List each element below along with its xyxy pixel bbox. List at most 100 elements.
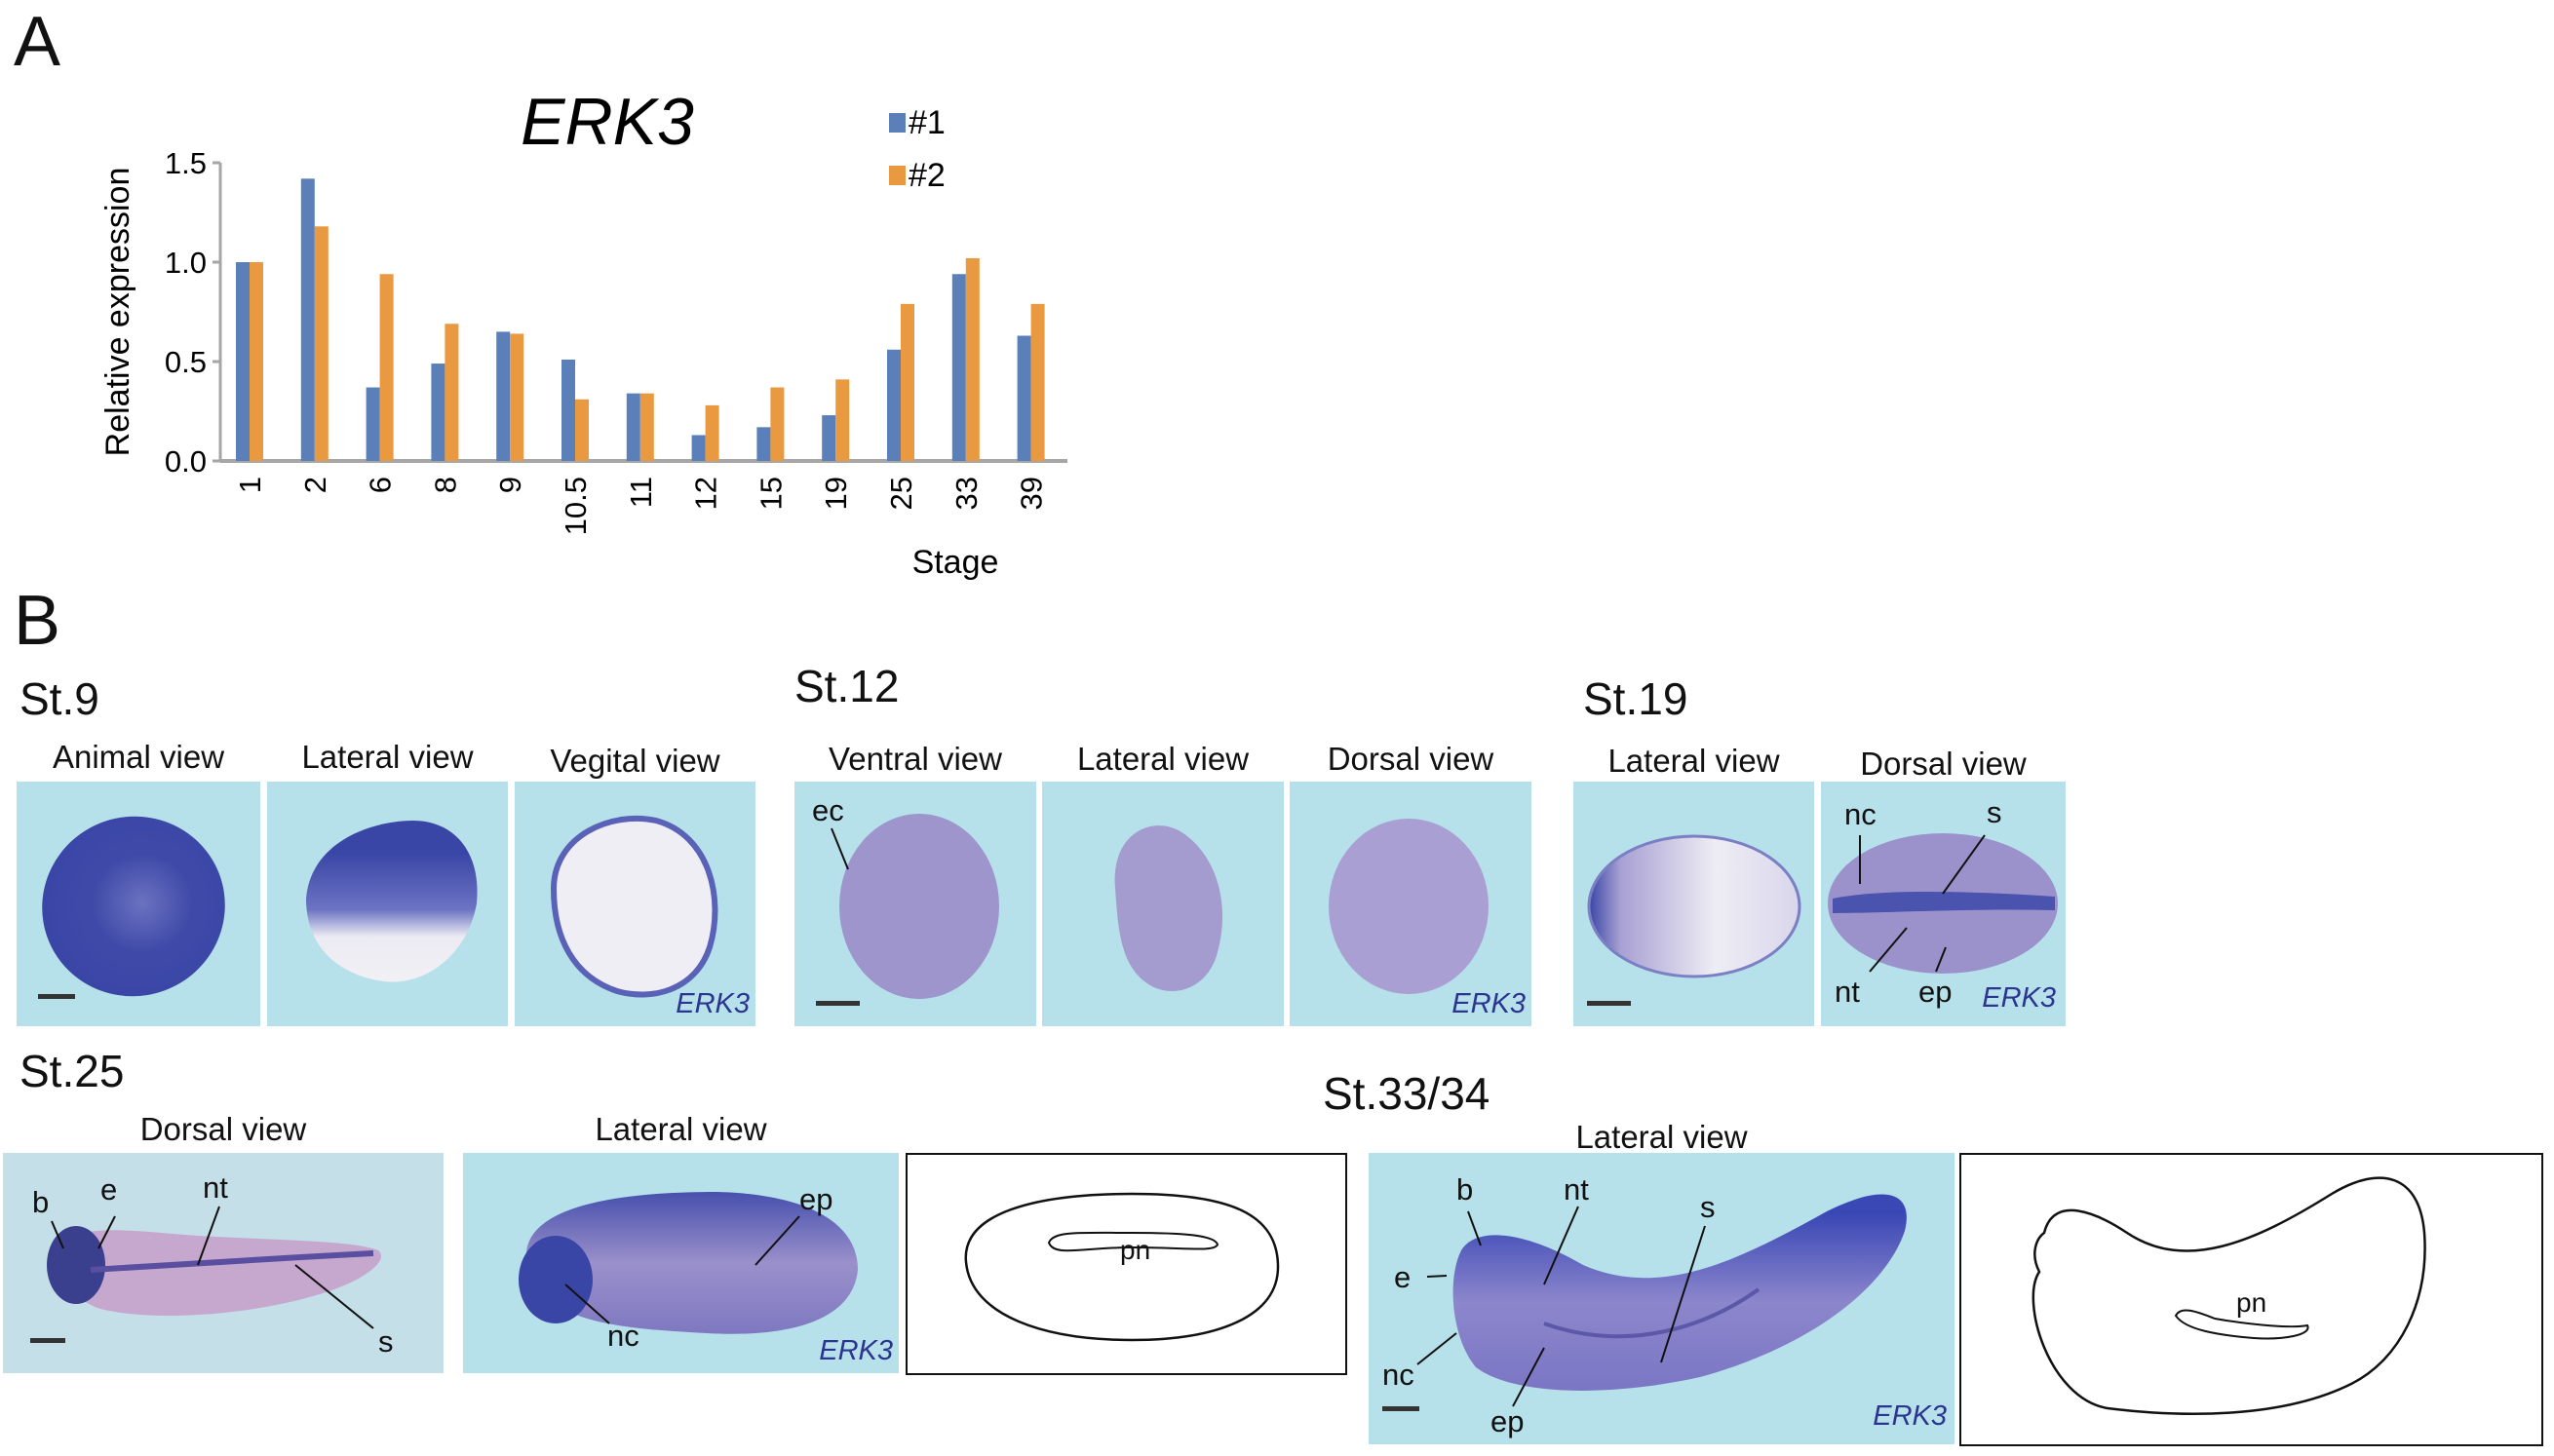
embryo-st25-dorsal [60,1230,382,1317]
view-label-vegetal: Vegital view [550,743,720,779]
view-label-dorsal: Dorsal view [1327,741,1494,777]
view-label-dorsal: Dorsal view [139,1111,307,1147]
schematic-st25: pn [906,1153,1347,1375]
embryo-st9-lateral [306,821,478,982]
bar-series1-stage-6 [366,387,380,461]
y-tick-label: 1.5 [165,146,207,180]
stage-label-st9: St.9 [19,673,99,724]
bar-series1-stage-39 [1017,335,1031,461]
bar-series1-stage-15 [756,427,771,461]
label-leader-line [831,827,849,870]
embryo-photo-st9-vegetal: ERK3 [515,782,755,1026]
panel-letter-a: A [14,3,61,81]
label-leader-line [755,1215,800,1266]
annotation-pn: pn [1120,1235,1151,1265]
bar-series2-stage-2 [314,226,329,461]
annotation-e: e [1394,1260,1412,1294]
bar-series2-stage-6 [379,274,394,461]
bar-series2-stage-9 [510,333,524,461]
scale-bar [1587,1001,1631,1006]
bar-series1-stage-25 [887,349,901,461]
neural-tube [90,1250,374,1273]
embryo-outline [964,1192,1280,1342]
label-leader-line [1869,927,1908,973]
embryo-photo-st12-ventral: ec [794,782,1036,1026]
bar-series1-stage-33 [951,274,966,461]
head-region [47,1226,105,1304]
embryo-photo-st9-animal [17,782,260,1026]
embryo-st9-animal [42,816,225,997]
stage-label-st19: St.19 [1583,673,1688,724]
gene-label: ERK3 [819,1335,893,1366]
annotation-pn: pn [2236,1287,2267,1318]
annotation-s: s [1987,795,2002,829]
annotation-ec: ec [812,793,844,827]
annotation-ep: ep [1918,975,1953,1009]
bar-series2-stage-33 [965,257,980,461]
x-tick-label: 8 [428,477,462,493]
bar-series1-stage-19 [822,415,836,461]
pronephric-duct [1543,1287,1761,1339]
embryo-photo-st33-lateral: b nt s e nc ep ERK3 [1369,1153,1954,1444]
label-leader-line [51,1220,64,1249]
embryo-st12-ventral [839,814,999,999]
scale-bar [38,994,75,999]
embryo-photo-st19-dorsal: nc s nt ep ERK3 [1821,782,2066,1026]
x-tick-label: 6 [364,477,398,493]
view-label-lateral: Lateral view [301,739,474,775]
bar-series1-stage-1 [236,262,250,461]
x-tick-label: 15 [754,477,788,510]
pronephros-outline [1047,1231,1219,1252]
label-leader-line [1467,1210,1482,1246]
bar-series1-stage-11 [626,393,640,461]
annotation-s: s [378,1324,394,1359]
label-leader-line [1426,1275,1448,1278]
annotation-ep: ep [1490,1404,1525,1438]
y-tick-label: 0.5 [165,345,207,379]
legend-swatch-1 [889,113,906,133]
bar-series2-stage-39 [1030,303,1045,461]
bar-series2-stage-11 [639,393,654,461]
x-tick-label: 33 [949,477,984,510]
label-leader-line [294,1264,374,1329]
label-leader-line [1416,1332,1457,1365]
legend-label-1: #1 [909,104,946,141]
view-label-animal: Animal view [52,739,225,775]
embryo-photo-st12-dorsal: ERK3 [1290,782,1531,1026]
embryo-st33-lateral [1452,1194,1907,1391]
x-axis-label: Stage [912,544,999,581]
legend-swatch-2 [889,166,906,185]
label-leader-line [1942,834,1986,895]
embryo-st9-vegetal [550,815,718,998]
label-leader-line [1935,946,1947,973]
x-tick-label: 1 [233,477,267,493]
view-label-lateral: Lateral view [1607,743,1780,779]
view-label-lateral: Lateral view [1076,741,1250,777]
x-tick-label: 19 [819,477,853,510]
annotation-nc: nc [1382,1358,1414,1392]
x-tick-label: 2 [298,477,332,493]
annotation-nc: nc [607,1319,639,1353]
bar-series1-stage-12 [691,435,706,461]
bar-series2-stage-8 [445,324,459,461]
annotation-nt: nt [1564,1172,1589,1207]
embryo-photo-st12-lateral [1042,782,1284,1026]
y-tick-label: 1.0 [165,246,207,280]
x-tick-label: 39 [1015,477,1049,510]
annotation-nc: nc [1844,797,1877,831]
chart-title: ERK3 [521,85,694,159]
x-tick-label: 12 [689,477,723,510]
embryo-st12-dorsal [1329,819,1489,994]
x-tick-label: 10.5 [559,477,593,535]
label-leader-line [97,1215,116,1249]
bar-series2-stage-12 [705,404,719,461]
gene-label: ERK3 [1451,988,1526,1019]
annotation-nt: nt [1835,975,1860,1009]
embryo-photo-st25-dorsal: b e nt s [3,1153,444,1373]
embryo-st19-lateral [1587,834,1801,978]
scale-bar [1382,1406,1419,1411]
x-tick-label: 11 [624,477,658,508]
embryo-st12-lateral [1114,825,1223,991]
bar-series2-stage-1 [250,262,263,461]
embryo-photo-st19-lateral [1573,782,1814,1026]
